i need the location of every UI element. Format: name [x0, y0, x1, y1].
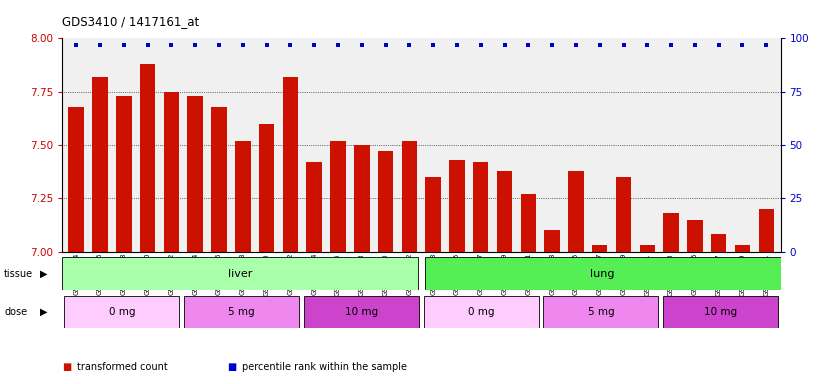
Text: ▶: ▶: [40, 307, 47, 317]
Text: liver: liver: [228, 268, 252, 279]
Point: [498, 42, 511, 48]
Bar: [425, 177, 441, 252]
Bar: [188, 96, 203, 252]
Text: dose: dose: [4, 307, 27, 317]
Point: [379, 42, 392, 48]
Point: [688, 42, 701, 48]
Bar: [140, 64, 155, 252]
Text: ▶: ▶: [40, 268, 47, 279]
Bar: [164, 92, 179, 252]
Bar: [330, 141, 346, 252]
Bar: [259, 124, 274, 252]
Bar: [616, 177, 631, 252]
Point: [736, 42, 749, 48]
Bar: [687, 220, 703, 252]
Bar: [282, 77, 298, 252]
Point: [307, 42, 320, 48]
Text: 10 mg: 10 mg: [704, 307, 738, 317]
Text: 0 mg: 0 mg: [108, 307, 135, 317]
Point: [117, 42, 131, 48]
Bar: [639, 245, 655, 252]
Text: 5 mg: 5 mg: [228, 307, 255, 317]
Point: [236, 42, 249, 48]
Text: 10 mg: 10 mg: [344, 307, 378, 317]
Text: 0 mg: 0 mg: [468, 307, 495, 317]
Point: [188, 42, 202, 48]
Bar: [544, 230, 560, 252]
Bar: [116, 96, 131, 252]
Bar: [711, 235, 726, 252]
Point: [641, 42, 654, 48]
Bar: [306, 162, 322, 252]
Bar: [758, 209, 774, 252]
Text: ■: ■: [62, 362, 71, 372]
Text: tissue: tissue: [4, 268, 33, 279]
Bar: [424, 296, 539, 328]
Point: [403, 42, 416, 48]
Bar: [544, 296, 658, 328]
Text: transformed count: transformed count: [77, 362, 168, 372]
Text: 5 mg: 5 mg: [587, 307, 615, 317]
Bar: [520, 194, 536, 252]
Bar: [235, 141, 250, 252]
Bar: [93, 77, 107, 252]
Bar: [663, 213, 679, 252]
Point: [426, 42, 439, 48]
Point: [165, 42, 178, 48]
Bar: [568, 170, 584, 252]
Bar: [184, 296, 299, 328]
Point: [260, 42, 273, 48]
Bar: [62, 257, 418, 290]
Point: [450, 42, 463, 48]
Point: [355, 42, 368, 48]
Point: [569, 42, 582, 48]
Bar: [496, 170, 512, 252]
Bar: [592, 245, 607, 252]
Bar: [211, 107, 226, 252]
Point: [712, 42, 725, 48]
Bar: [425, 257, 781, 290]
Point: [69, 42, 83, 48]
Text: ■: ■: [227, 362, 236, 372]
Point: [593, 42, 606, 48]
Bar: [663, 296, 778, 328]
Point: [284, 42, 297, 48]
Point: [141, 42, 154, 48]
Bar: [449, 160, 465, 252]
Text: lung: lung: [591, 268, 615, 279]
Point: [664, 42, 677, 48]
Bar: [401, 141, 417, 252]
Text: GDS3410 / 1417161_at: GDS3410 / 1417161_at: [62, 15, 199, 28]
Bar: [304, 296, 419, 328]
Point: [331, 42, 344, 48]
Point: [545, 42, 558, 48]
Point: [522, 42, 535, 48]
Point: [617, 42, 630, 48]
Point: [760, 42, 773, 48]
Bar: [64, 296, 179, 328]
Text: percentile rank within the sample: percentile rank within the sample: [242, 362, 407, 372]
Point: [212, 42, 225, 48]
Point: [474, 42, 487, 48]
Point: [93, 42, 107, 48]
Bar: [473, 162, 488, 252]
Bar: [735, 245, 750, 252]
Bar: [377, 151, 393, 252]
Bar: [354, 145, 369, 252]
Bar: [69, 107, 84, 252]
